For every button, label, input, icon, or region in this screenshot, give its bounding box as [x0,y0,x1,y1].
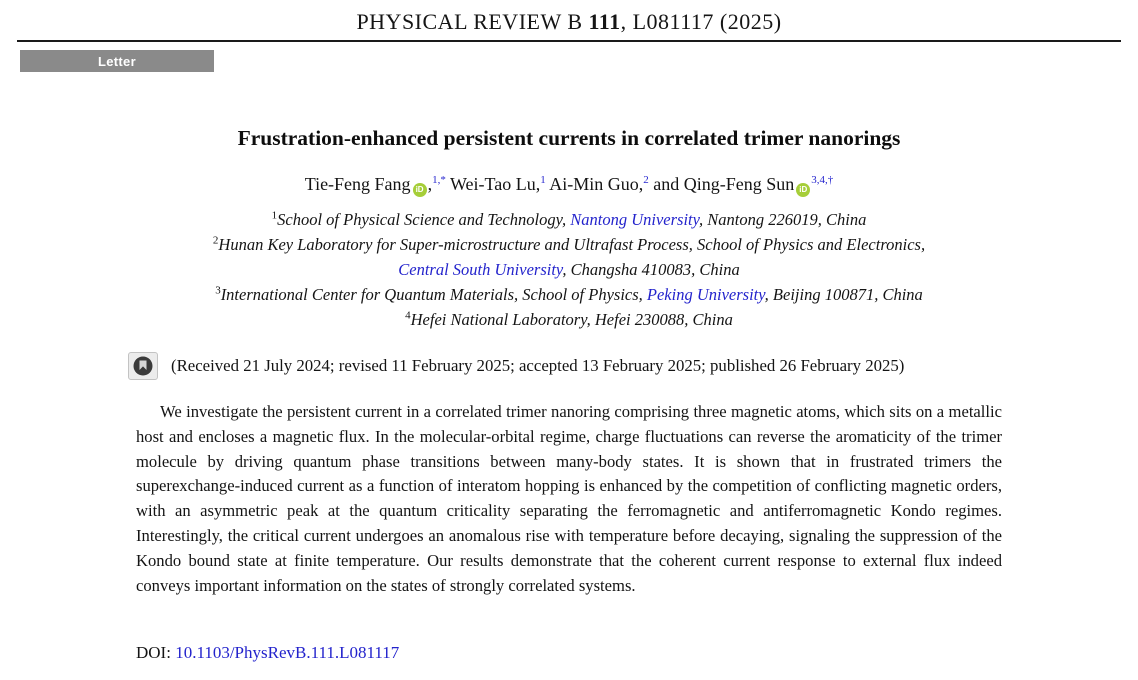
author-affiliation-sup[interactable]: 1 [540,174,546,186]
received-row: (Received 21 July 2024; revised 11 Febru… [128,352,1098,380]
orcid-icon[interactable]: iD [796,182,811,197]
author-affiliation-sup[interactable]: 2 [643,174,649,186]
affiliations-block: 1School of Physical Science and Technolo… [60,207,1078,332]
paper-title: Frustration-enhanced persistent currents… [237,126,901,150]
affiliation-line: 2Hunan Key Laboratory for Super-microstr… [212,234,926,254]
doi-link[interactable]: 10.1103/PhysRevB.111.L081117 [175,643,400,662]
author-name: Tie-Feng Fang [304,174,411,194]
author-name: Qing-Feng Sun [683,174,795,194]
journal-name: PHYSICAL REVIEW B [356,9,589,34]
header-divider [17,40,1121,42]
author-name: Wei-Tao Lu [450,174,536,194]
abstract-text: We investigate the persistent current in… [136,402,1002,595]
authors-line: Tie-Feng Fang iD ,1,* Wei-Tao Lu,1 Ai-Min … [40,174,1098,197]
orcid-icon[interactable]: iD [412,182,427,197]
author: Tie-Feng Fang iD ,1,* [304,174,446,197]
author: Ai-Min Guo,2 [549,174,649,194]
journal-header: PHYSICAL REVIEW B 111, L081117 (2025) [0,9,1138,35]
author: and Qing-Feng Sun iD3,4,† [649,174,834,197]
affiliation-line: 1School of Physical Science and Technolo… [271,209,867,229]
author-name: Ai-Min Guo [549,174,639,194]
affiliation-university-link[interactable]: Peking University [646,285,765,304]
affiliation-line: 3International Center for Quantum Materi… [215,284,923,304]
journal-citation: , L081117 (2025) [620,9,782,34]
letter-badge: Letter [20,50,214,72]
doi-label: DOI: [136,643,176,662]
affiliation-line: Central South University, Changsha 41008… [398,260,740,279]
letter-badge-label: Letter [98,53,136,69]
doi-line: DOI: 10.1103/PhysRevB.111.L081117 [136,643,399,663]
crossmark-icon [133,356,153,376]
author-affiliation-sup[interactable]: 3,4,† [811,174,834,186]
publication-history: (Received 21 July 2024; revised 11 Febru… [171,356,905,375]
affiliation-university-link[interactable]: Central South University [398,260,563,279]
author: Wei-Tao Lu,1 [450,174,546,194]
affiliation-university-link[interactable]: Nantong University [570,210,700,229]
journal-volume: 111 [588,9,621,34]
crossmark-check-updates-button[interactable] [128,352,158,380]
author-affiliation-sup[interactable]: 1,* [432,174,446,186]
affiliation-line: 4Hefei National Laboratory, Hefei 230088… [405,309,733,329]
